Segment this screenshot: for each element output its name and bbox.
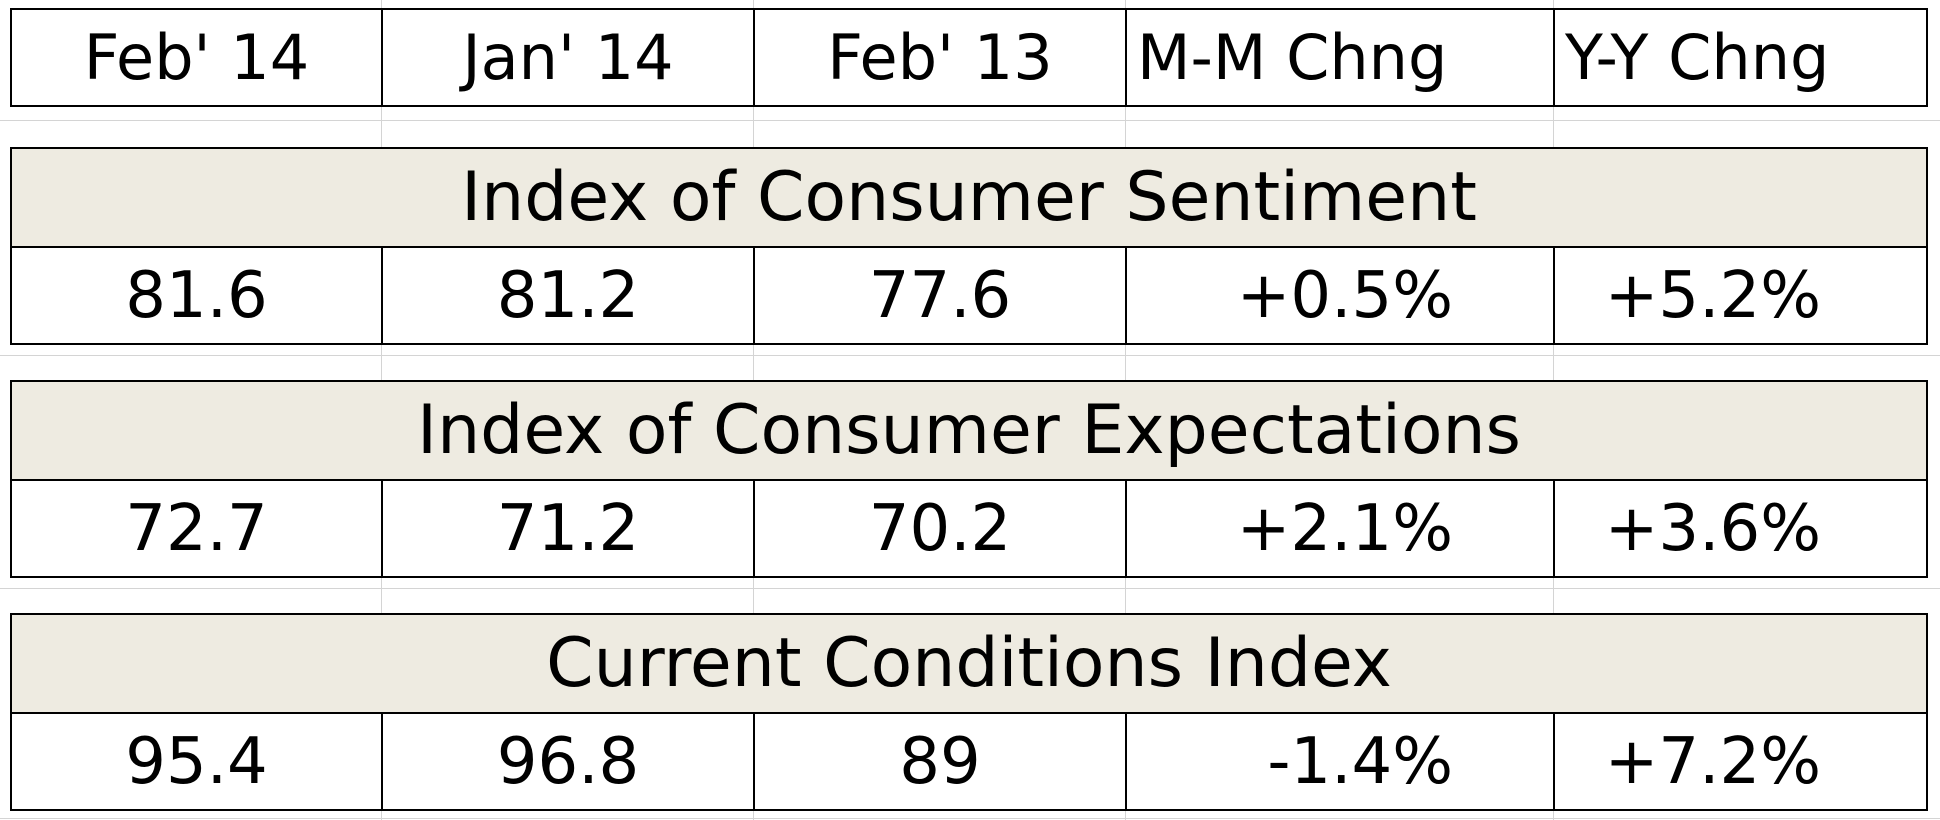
header-y-y-chng[interactable]: Y-Y Chng [1553, 8, 1928, 107]
header-feb-13[interactable]: Feb' 13 [753, 8, 1125, 107]
header-m-m-chng[interactable]: M-M Chng [1125, 8, 1553, 107]
values-row-consumer-expectations: 72.7 71.2 70.2 +2.1% +3.6% [10, 479, 1928, 578]
gridline [0, 120, 1940, 121]
value-cell[interactable]: 81.6 [10, 246, 381, 345]
value-cell[interactable]: 95.4 [10, 712, 381, 811]
value-cell[interactable]: +3.6% [1553, 479, 1928, 578]
gridline [0, 818, 1940, 819]
value-cell[interactable]: -1.4% [1125, 712, 1553, 811]
value-cell[interactable]: 71.2 [381, 479, 753, 578]
value-cell[interactable]: +0.5% [1125, 246, 1553, 345]
section-title-consumer-expectations[interactable]: Index of Consumer Expectations [10, 380, 1928, 479]
value-cell[interactable]: 72.7 [10, 479, 381, 578]
header-feb-14[interactable]: Feb' 14 [10, 8, 381, 107]
value-cell[interactable]: 77.6 [753, 246, 1125, 345]
section-title-current-conditions[interactable]: Current Conditions Index [10, 613, 1928, 712]
value-cell[interactable]: +2.1% [1125, 479, 1553, 578]
header-row: Feb' 14 Jan' 14 Feb' 13 M-M Chng Y-Y Chn… [10, 8, 1928, 107]
section-title-consumer-sentiment[interactable]: Index of Consumer Sentiment [10, 147, 1928, 246]
value-cell[interactable]: +7.2% [1553, 712, 1928, 811]
gridline [0, 588, 1940, 589]
value-cell[interactable]: +5.2% [1553, 246, 1928, 345]
gridline [0, 355, 1940, 356]
value-cell[interactable]: 89 [753, 712, 1125, 811]
values-row-consumer-sentiment: 81.6 81.2 77.6 +0.5% +5.2% [10, 246, 1928, 345]
values-row-current-conditions: 95.4 96.8 89 -1.4% +7.2% [10, 712, 1928, 811]
value-cell[interactable]: 96.8 [381, 712, 753, 811]
header-jan-14[interactable]: Jan' 14 [381, 8, 753, 107]
value-cell[interactable]: 70.2 [753, 479, 1125, 578]
value-cell[interactable]: 81.2 [381, 246, 753, 345]
